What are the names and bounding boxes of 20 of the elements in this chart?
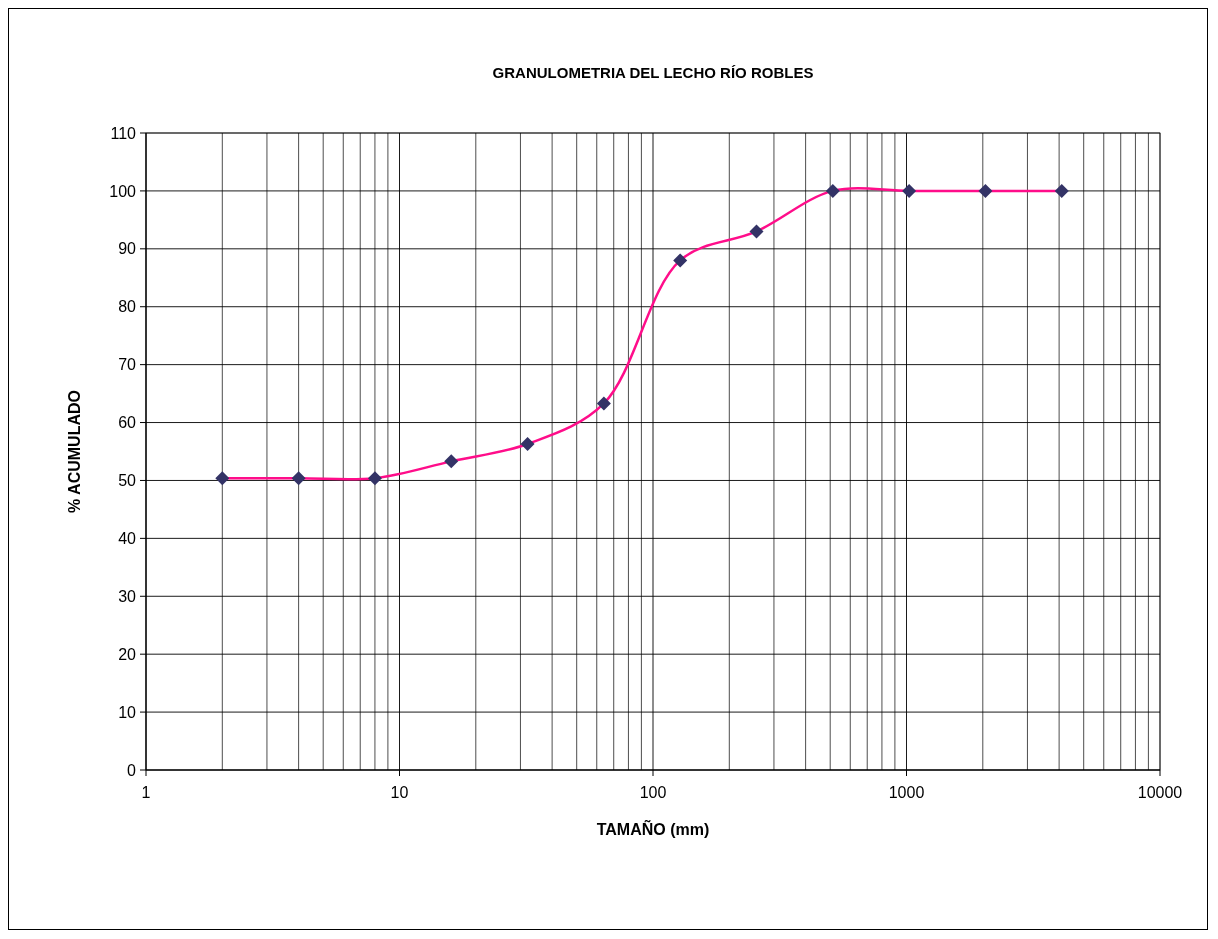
y-tick-label: 70 [118, 356, 137, 374]
y-tick-label: 50 [118, 472, 137, 490]
x-tick-label: 1000 [888, 784, 925, 801]
y-tick-label: 30 [118, 587, 137, 605]
x-tick-label: 10 [390, 784, 409, 801]
x-tick-label: 100 [639, 784, 667, 801]
x-axis-title: TAMAÑO (mm) [596, 819, 710, 838]
y-tick-label: 40 [118, 529, 137, 547]
y-tick-label: 60 [118, 414, 137, 432]
y-tick-label: 10 [118, 703, 137, 721]
y-tick-label: 110 [110, 124, 137, 142]
x-tick-label: 10000 [1137, 784, 1183, 801]
y-axis-title: % ACUMULADO [66, 390, 83, 513]
y-tick-label: 0 [127, 761, 137, 779]
y-tick-label: 80 [118, 298, 137, 316]
y-tick-label: 100 [109, 182, 137, 200]
x-tick-label: 1 [141, 784, 151, 801]
y-tick-label: 90 [118, 240, 137, 258]
y-tick-label: 20 [118, 645, 137, 663]
chart-title: GRANULOMETRIA DEL LECHO RÍO ROBLES [492, 64, 814, 81]
